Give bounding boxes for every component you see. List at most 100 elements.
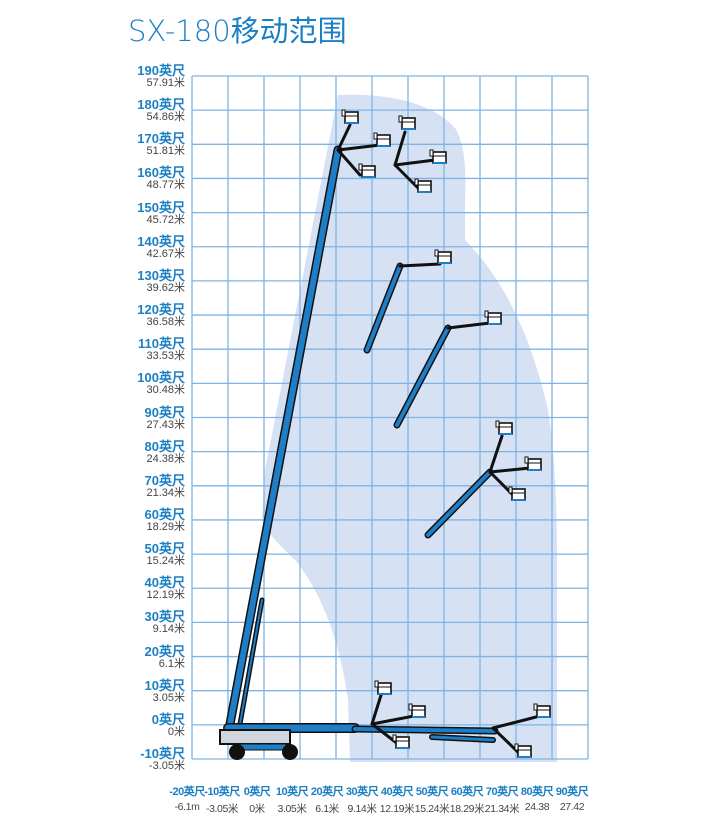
y-tick-feet: 130英尺 [137, 267, 185, 283]
platform-basket [484, 310, 502, 325]
y-tick-meters: 6.1米 [158, 657, 185, 670]
platform-basket [374, 680, 392, 695]
boom [227, 147, 341, 727]
jib [336, 123, 352, 152]
y-tick-label: 80英尺 24.38米 [145, 440, 185, 466]
jib [446, 321, 492, 330]
y-tick-meters: 51.81米 [146, 145, 185, 158]
y-tick-meters: 12.19米 [146, 589, 185, 602]
boom [365, 264, 402, 352]
boom [353, 727, 497, 733]
y-tick-label: 170英尺 51.81米 [137, 132, 185, 158]
jib [336, 143, 382, 152]
x-tick-meters: 15.24米 [414, 803, 450, 815]
grid [191, 75, 589, 760]
x-tick-feet: 70英尺 [485, 786, 519, 798]
y-tick-label: 160英尺 48.77米 [137, 166, 185, 192]
x-tick-feet: 20英尺 [310, 786, 344, 798]
y-tick-meters: 48.77米 [146, 179, 185, 192]
platform-basket [429, 149, 447, 164]
jib [336, 148, 362, 177]
y-tick-feet: 20英尺 [144, 643, 185, 659]
y-tick-meters: 42.67米 [146, 247, 185, 260]
y-tick-meters: 33.53米 [146, 350, 185, 363]
jib [488, 466, 532, 474]
y-tick-feet: 30英尺 [144, 609, 185, 625]
y-tick-feet: 120英尺 [137, 302, 185, 318]
y-tick-feet: 60英尺 [144, 506, 185, 522]
platform-basket [495, 420, 513, 435]
x-tick-meters: 6.1米 [315, 803, 339, 815]
y-tick-label: 30英尺 9.14米 [145, 610, 185, 636]
y-tick-label: 150英尺 45.72米 [137, 201, 185, 227]
y-tick-feet: 10英尺 [144, 677, 185, 693]
y-tick-label: 0英尺 0米 [152, 713, 185, 739]
y-tick-label: 190英尺 57.91米 [137, 64, 185, 90]
platform-basket [341, 109, 359, 124]
y-tick-label: 120英尺 36.58米 [137, 303, 185, 329]
jib [491, 714, 542, 730]
x-tick-feet: 90英尺 [555, 786, 589, 798]
y-tick-label: -10英尺 -3.05米 [140, 747, 185, 773]
y-tick-label: 130英尺 39.62米 [137, 269, 185, 295]
platform-basket [524, 456, 542, 471]
platform-basket [398, 115, 416, 130]
boom [239, 599, 263, 725]
y-tick-feet: 170英尺 [137, 131, 185, 147]
x-tick-meters: 3.05米 [277, 803, 307, 815]
x-tick-feet: 30英尺 [345, 786, 379, 798]
x-tick-meters: 12.19米 [379, 803, 415, 815]
x-tick-meters: 18.29米 [449, 803, 485, 815]
y-tick-meters: 57.91米 [146, 77, 185, 89]
y-tick-meters: 30.48米 [146, 384, 185, 397]
y-tick-label: 10英尺 3.05米 [145, 679, 185, 705]
y-tick-label: 40英尺 12.19米 [145, 576, 185, 602]
boom [395, 326, 450, 427]
platform-basket [358, 163, 376, 178]
x-tick-feet: 50英尺 [415, 786, 449, 798]
boom-lift-positions [219, 109, 551, 760]
y-tick-feet: 50英尺 [144, 541, 185, 557]
y-tick-meters: 21.34米 [146, 486, 185, 499]
x-tick-feet: 10英尺 [275, 786, 309, 798]
y-tick-feet: 190英尺 [137, 63, 185, 78]
x-tick-feet: 40英尺 [380, 786, 414, 798]
y-tick-meters: 0米 [167, 725, 185, 738]
y-tick-label: 60英尺 18.29米 [145, 508, 185, 534]
y-tick-meters: -3.05米 [148, 760, 185, 772]
y-tick-label: 180英尺 54.86米 [137, 98, 185, 124]
page-title: SX-180移动范围 [128, 14, 347, 48]
x-tick-feet: 60英尺 [450, 786, 484, 798]
x-tick-meters: 9.14米 [347, 803, 377, 815]
platform-basket [392, 734, 410, 749]
y-tick-feet: -10英尺 [140, 746, 185, 761]
wheel [282, 744, 298, 760]
y-tick-meters: 54.86米 [146, 111, 185, 124]
y-tick-feet: 160英尺 [137, 165, 185, 181]
platform-basket [533, 703, 551, 718]
jib [370, 690, 384, 726]
y-tick-feet: 110英尺 [138, 336, 185, 352]
y-tick-label: 20英尺 6.1米 [145, 645, 185, 671]
x-tick-feet: 80英尺 [520, 786, 554, 798]
boom [426, 470, 492, 537]
y-tick-meters: 27.43米 [146, 418, 185, 431]
x-tick-meters: 21.34米 [484, 803, 520, 815]
jib [488, 434, 504, 474]
jib [393, 158, 437, 167]
x-tick-meters: -6.1m [174, 801, 200, 813]
chassis [219, 729, 291, 745]
platform-basket [408, 703, 426, 718]
y-tick-meters: 15.24米 [146, 555, 185, 568]
y-tick-feet: 40英尺 [144, 575, 185, 591]
wheel [229, 744, 245, 760]
jib [398, 262, 442, 268]
platform-basket [508, 486, 526, 501]
y-tick-feet: 70英尺 [144, 472, 185, 488]
y-tick-label: 100英尺 30.48米 [137, 371, 185, 397]
y-tick-label: 70英尺 21.34米 [145, 474, 185, 500]
y-tick-meters: 24.38米 [146, 452, 185, 465]
y-tick-meters: 18.29米 [146, 520, 185, 533]
